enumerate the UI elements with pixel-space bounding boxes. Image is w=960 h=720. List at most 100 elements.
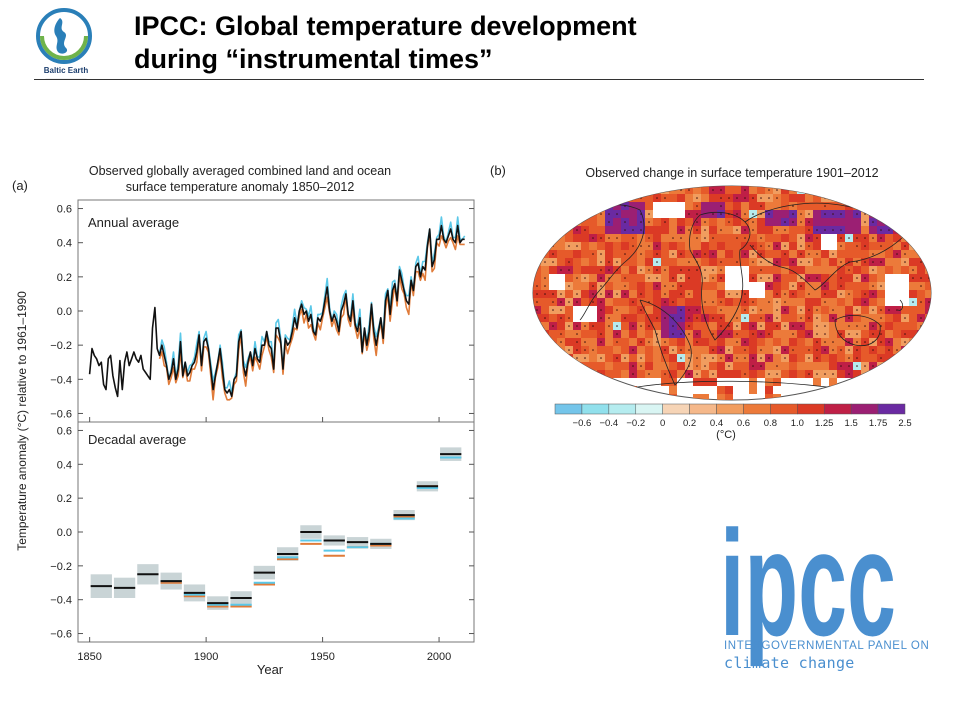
- map-grid-cell: [565, 354, 573, 362]
- map-grid-cell: [685, 194, 693, 202]
- map-grid-cell: [765, 234, 773, 242]
- map-grid-cell: [877, 298, 885, 306]
- map-significance-dot: [816, 237, 818, 239]
- map-significance-dot: [872, 261, 874, 263]
- map-significance-dot: [536, 197, 538, 199]
- map-significance-dot: [800, 245, 802, 247]
- map-significance-dot: [840, 285, 842, 287]
- map-grid-cell: [893, 202, 901, 210]
- decadal-plot-frame: [77, 421, 475, 643]
- map-significance-dot: [624, 277, 626, 279]
- map-grid-cell: [829, 202, 837, 210]
- map-significance-dot: [592, 349, 594, 351]
- map-significance-dot: [640, 269, 642, 271]
- map-significance-dot: [568, 285, 570, 287]
- map-significance-dot: [672, 349, 674, 351]
- map-grid-cell: [877, 210, 885, 218]
- map-significance-dot: [568, 317, 570, 319]
- decadal-ytick-label: 0.0: [57, 527, 72, 539]
- map-grid-cell: [837, 322, 845, 330]
- map-grid-cell: [629, 258, 637, 266]
- map-significance-dot: [864, 237, 866, 239]
- map-significance-dot: [720, 213, 722, 215]
- map-significance-dot: [560, 309, 562, 311]
- map-grid-cell: [549, 394, 557, 400]
- map-grid-cell: [829, 266, 837, 274]
- map-grid-cell: [565, 250, 573, 258]
- colorbar-swatch: [770, 403, 798, 415]
- map-grid-cell: [701, 338, 709, 346]
- map-significance-dot: [776, 261, 778, 263]
- map-significance-dot: [864, 221, 866, 223]
- map-grid-cell: [925, 234, 931, 242]
- map-grid-cell: [661, 378, 669, 386]
- map-grid-cell: [541, 202, 549, 210]
- map-significance-dot: [840, 349, 842, 351]
- map-grid-cell: [765, 306, 773, 314]
- map-grid-cell: [597, 226, 605, 234]
- map-significance-dot: [616, 357, 618, 359]
- map-grid-cell: [533, 266, 541, 274]
- map-grid-cell: [669, 266, 677, 274]
- ipcc-wordmark: ipcc: [720, 499, 896, 667]
- map-significance-dot: [800, 189, 802, 191]
- map-grid-cell: [701, 322, 709, 330]
- map-grid-cell: [661, 322, 669, 330]
- map-grid-cell: [629, 330, 637, 338]
- map-significance-dot: [928, 269, 930, 271]
- map-grid-cell: [701, 378, 709, 386]
- map-grid-cell: [853, 226, 861, 234]
- map-significance-dot: [712, 237, 714, 239]
- map-grid-cell: [661, 234, 669, 242]
- map-significance-dot: [848, 189, 850, 191]
- map-significance-dot: [776, 229, 778, 231]
- map-significance-dot: [688, 261, 690, 263]
- map-grid-cell: [645, 282, 653, 290]
- map-significance-dot: [616, 293, 618, 295]
- map-significance-dot: [864, 341, 866, 343]
- map-grid-cell: [565, 338, 573, 346]
- map-grid-cell: [549, 370, 557, 378]
- map-significance-dot: [904, 317, 906, 319]
- map-grid-cell: [837, 306, 845, 314]
- map-significance-dot: [696, 221, 698, 223]
- map-grid-cell: [821, 394, 829, 400]
- map-grid-cell: [917, 226, 925, 234]
- map-grid-cell: [605, 330, 613, 338]
- map-grid-cell: [845, 186, 853, 194]
- map-significance-dot: [544, 333, 546, 335]
- map-grid-cell: [885, 242, 893, 250]
- map-significance-dot: [552, 309, 554, 311]
- map-significance-dot: [704, 253, 706, 255]
- map-grid-cell: [925, 282, 931, 290]
- map-grid-cell: [533, 370, 541, 378]
- map-grid-cell: [685, 298, 693, 306]
- map-grid-cell: [725, 186, 733, 194]
- map-grid-cell: [853, 290, 861, 298]
- map-grid-cell: [917, 266, 925, 274]
- map-grid-cell: [549, 194, 557, 202]
- map-grid-cell: [925, 298, 931, 306]
- map-significance-dot: [608, 325, 610, 327]
- map-significance-dot: [536, 373, 538, 375]
- map-grid-cell: [765, 226, 773, 234]
- map-significance-dot: [776, 317, 778, 319]
- map-grid-cell: [869, 186, 877, 194]
- map-significance-dot: [768, 333, 770, 335]
- colorbar-tick-label: 1.75: [869, 418, 888, 429]
- map-significance-dot: [856, 357, 858, 359]
- map-grid-cell: [685, 250, 693, 258]
- map-grid-cell: [837, 370, 845, 378]
- map-grid-cell: [733, 186, 741, 194]
- map-significance-dot: [616, 213, 618, 215]
- map-grid-cell: [797, 370, 805, 378]
- map-grid-cell: [909, 330, 917, 338]
- map-grid-cell: [693, 274, 701, 282]
- map-significance-dot: [640, 357, 642, 359]
- map-grid-cell: [925, 258, 931, 266]
- map-grid-cell: [837, 194, 845, 202]
- map-significance-dot: [880, 237, 882, 239]
- map-significance-dot: [856, 365, 858, 367]
- map-significance-dot: [680, 277, 682, 279]
- map-grid-cell: [925, 322, 931, 330]
